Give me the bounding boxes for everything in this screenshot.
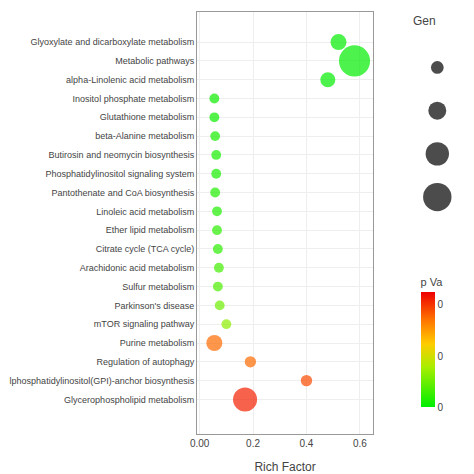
svg-text:Glutathione metabolism: Glutathione metabolism — [100, 112, 195, 122]
svg-text:Glycerophospholipid metabolism: Glycerophospholipid metabolism — [64, 395, 194, 405]
svg-text:Ether lipid metabolism: Ether lipid metabolism — [106, 225, 195, 235]
svg-text:Glyoxylate and dicarboxylate m: Glyoxylate and dicarboxylate metabolism — [31, 37, 195, 47]
svg-text:0.00: 0.00 — [190, 438, 210, 449]
svg-text:Phosphatidylinositol signaling: Phosphatidylinositol signaling system — [46, 169, 195, 179]
svg-text:alpha-Linolenic acid metabolis: alpha-Linolenic acid metabolism — [66, 75, 194, 85]
svg-text:Arachidonic acid metabolism: Arachidonic acid metabolism — [80, 263, 195, 273]
svg-text:0: 0 — [438, 351, 444, 362]
svg-text:p Va: p Va — [421, 276, 444, 288]
svg-text:Pantothenate and CoA biosynthe: Pantothenate and CoA biosynthesis — [52, 188, 195, 198]
svg-text:0: 0 — [438, 402, 444, 413]
svg-text:Citrate cycle (TCA cycle): Citrate cycle (TCA cycle) — [96, 244, 195, 254]
svg-text:Butirosin and neomycin biosynt: Butirosin and neomycin biosynthesis — [49, 150, 195, 160]
svg-text:Rich Factor: Rich Factor — [254, 460, 315, 474]
svg-text:0.6: 0.6 — [353, 438, 367, 449]
svg-text:Gen: Gen — [413, 14, 436, 28]
svg-text:lphosphatidylinositol(GPI)-anc: lphosphatidylinositol(GPI)-anchor biosyn… — [10, 376, 195, 386]
svg-text:Metabolic pathways: Metabolic pathways — [115, 56, 195, 66]
svg-text:beta-Alanine metabolism: beta-Alanine metabolism — [95, 131, 194, 141]
svg-text:Parkinson's disease: Parkinson's disease — [114, 301, 194, 311]
svg-text:Inositol phosphate metabolism: Inositol phosphate metabolism — [73, 94, 195, 104]
svg-text:Sulfur metabolism: Sulfur metabolism — [122, 282, 194, 292]
svg-text:Regulation of autophagy: Regulation of autophagy — [97, 357, 195, 367]
svg-text:0.2: 0.2 — [246, 438, 260, 449]
svg-text:mTOR signaling pathway: mTOR signaling pathway — [94, 319, 195, 329]
svg-text:0.4: 0.4 — [300, 438, 314, 449]
svg-text:Purine metabolism: Purine metabolism — [120, 338, 195, 348]
svg-text:0: 0 — [438, 299, 444, 310]
svg-text:Linoleic acid metabolism: Linoleic acid metabolism — [96, 207, 194, 217]
